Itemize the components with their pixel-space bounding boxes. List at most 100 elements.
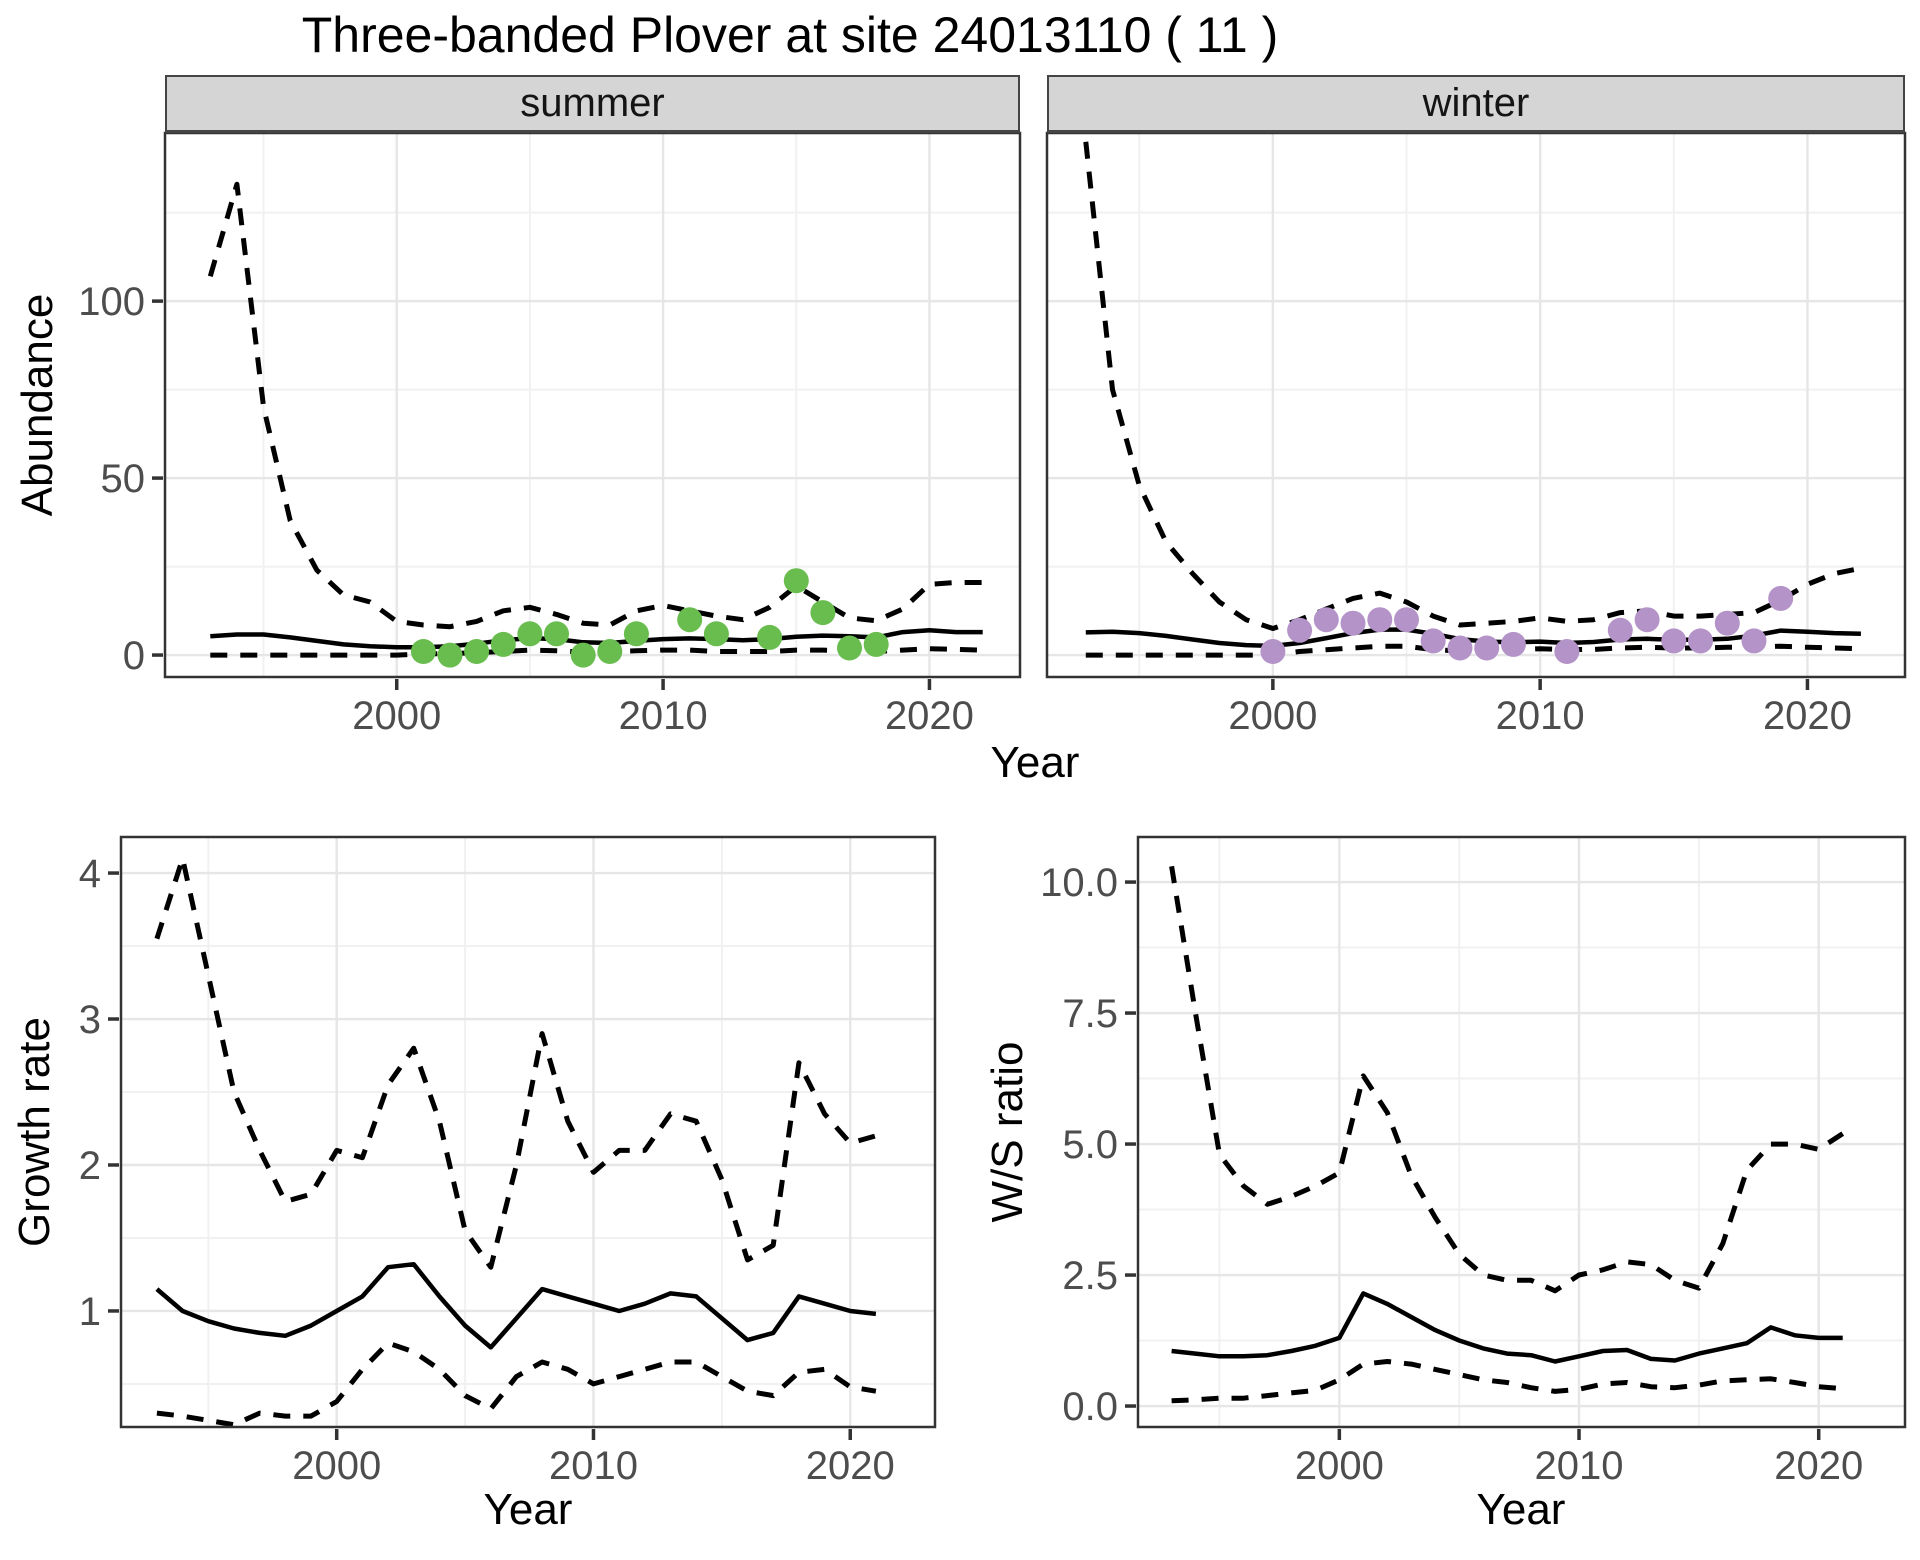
observed-point: [597, 639, 623, 664]
panel-abundance-winter: 2000 2010 2020: [1045, 131, 1907, 738]
observed-point: [1554, 639, 1580, 664]
ws-ratio-median-line: [1171, 1291, 1843, 1364]
observed-point: [1768, 585, 1794, 611]
panel-background: [165, 133, 1020, 677]
x-tick-label: 2020: [1763, 694, 1852, 738]
observed-point: [544, 621, 569, 647]
x-axis-title-year-ws: Year: [1476, 1485, 1566, 1534]
x-tick-label: 2020: [885, 694, 974, 738]
y-tick-label: 50: [101, 457, 146, 501]
observed-point: [437, 642, 463, 668]
observed-point: [863, 631, 889, 657]
panel-growth-rate: 2000 2010 2020 1 2 3 4: [79, 835, 937, 1488]
y-axis-title-abundance: Abundance: [13, 293, 62, 517]
facet-strip-winter: winter: [1047, 75, 1905, 133]
abundance-winter-lower-95ci-line: [1085, 643, 1861, 658]
observed-point: [1447, 635, 1473, 661]
panel-background: [1138, 837, 1905, 1427]
x-tick-label: 2000: [1228, 694, 1317, 738]
x-axis-title-year-top: Year: [990, 738, 1080, 787]
observed-point: [703, 621, 729, 647]
observed-point: [783, 568, 809, 594]
abundance-summer-upper-95ci-line: [207, 181, 983, 630]
observed-point: [464, 639, 490, 664]
y-axis-title-growth-rate: Growth rate: [10, 1017, 59, 1247]
observed-point: [757, 624, 783, 650]
y-tick-label: 3: [79, 998, 101, 1042]
observed-point: [1367, 607, 1393, 633]
y-tick-label: 0: [123, 634, 145, 678]
panel-background: [121, 837, 935, 1427]
panel-border: [1136, 835, 1907, 1429]
growth-rate-median-line: [155, 1261, 877, 1350]
panel-abundance-summer: 2000 2010 2020 0 50 100: [78, 131, 1022, 738]
axis-ticks: 2000 2010 2020 0 50 100: [78, 280, 974, 738]
observed-point: [810, 600, 836, 626]
observed-point: [1688, 628, 1713, 654]
observed-point: [1741, 628, 1767, 654]
growth-rate-lower-95ci-line: [156, 1340, 877, 1428]
observed-point: [623, 621, 649, 647]
x-tick-label: 2000: [292, 1444, 381, 1488]
observed-point: [570, 642, 596, 668]
observed-point: [1420, 628, 1446, 654]
observed-summer-counts: [410, 568, 889, 668]
observed-point: [677, 607, 703, 633]
panel-background: [1047, 133, 1905, 677]
x-tick-label: 2010: [1496, 694, 1585, 738]
ws-ratio-upper-95ci-line: [1169, 865, 1845, 1294]
observed-point: [1474, 635, 1500, 661]
panel-border: [1045, 131, 1907, 679]
x-tick-label: 2020: [806, 1444, 895, 1488]
gridlines: [1047, 133, 1905, 677]
page-title: Three-banded Plover at site 24013110 ( 1…: [301, 7, 1279, 63]
observed-point: [1634, 607, 1660, 633]
observed-point: [1661, 628, 1687, 654]
gridlines: [121, 837, 935, 1427]
axis-ticks: 2000 2010 2020: [1228, 679, 1852, 738]
x-tick-label: 2020: [1774, 1444, 1863, 1488]
y-tick-label: 100: [78, 280, 145, 324]
ws-ratio-lower-95ci-line: [1171, 1359, 1843, 1404]
abundance-winter-median-line: [1085, 627, 1861, 649]
x-tick-label: 2010: [1535, 1444, 1624, 1488]
observed-point: [1313, 607, 1339, 633]
observed-point: [1607, 617, 1633, 643]
y-tick-label: 2: [79, 1144, 101, 1188]
observed-point: [1287, 617, 1313, 643]
growth-rate-upper-95ci-line: [154, 856, 877, 1270]
observed-point: [490, 631, 516, 657]
observed-winter-counts: [1260, 585, 1794, 664]
y-tick-label: 7.5: [1062, 992, 1118, 1036]
axis-ticks: 2000 2010 2020 1 2 3 4: [79, 852, 895, 1488]
observed-point: [1394, 607, 1419, 633]
panel-ws-ratio: 2000 2010 2020 0.0 2.5 5.0 7.5 10.0: [1040, 835, 1907, 1488]
y-tick-label: 0.0: [1062, 1385, 1118, 1429]
observed-point: [517, 621, 543, 647]
observed-point: [1714, 610, 1740, 636]
x-tick-label: 2010: [619, 694, 708, 738]
y-tick-label: 4: [79, 852, 101, 896]
y-tick-label: 1: [79, 1290, 101, 1334]
gridlines: [1138, 837, 1905, 1427]
x-tick-label: 2010: [549, 1444, 638, 1488]
x-tick-label: 2000: [1295, 1444, 1384, 1488]
y-tick-label: 2.5: [1062, 1254, 1118, 1298]
y-axis-title-ws-ratio: W/S ratio: [983, 1041, 1032, 1223]
x-tick-label: 2000: [352, 694, 441, 738]
panel-border: [163, 131, 1022, 679]
facet-strip-label: summer: [520, 81, 665, 125]
panel-border: [119, 835, 937, 1429]
observed-point: [1500, 631, 1526, 657]
observed-point: [1260, 639, 1286, 664]
facet-strip-summer: summer: [165, 75, 1020, 133]
observed-point: [1340, 610, 1366, 636]
observed-point: [837, 635, 862, 661]
x-axis-title-year-growth: Year: [483, 1485, 573, 1534]
axis-ticks: 2000 2010 2020 0.0 2.5 5.0 7.5 10.0: [1040, 861, 1863, 1488]
y-tick-label: 10.0: [1040, 861, 1118, 905]
y-tick-label: 5.0: [1062, 1123, 1118, 1167]
observed-point: [410, 639, 436, 664]
facet-strip-label: winter: [1422, 81, 1530, 125]
